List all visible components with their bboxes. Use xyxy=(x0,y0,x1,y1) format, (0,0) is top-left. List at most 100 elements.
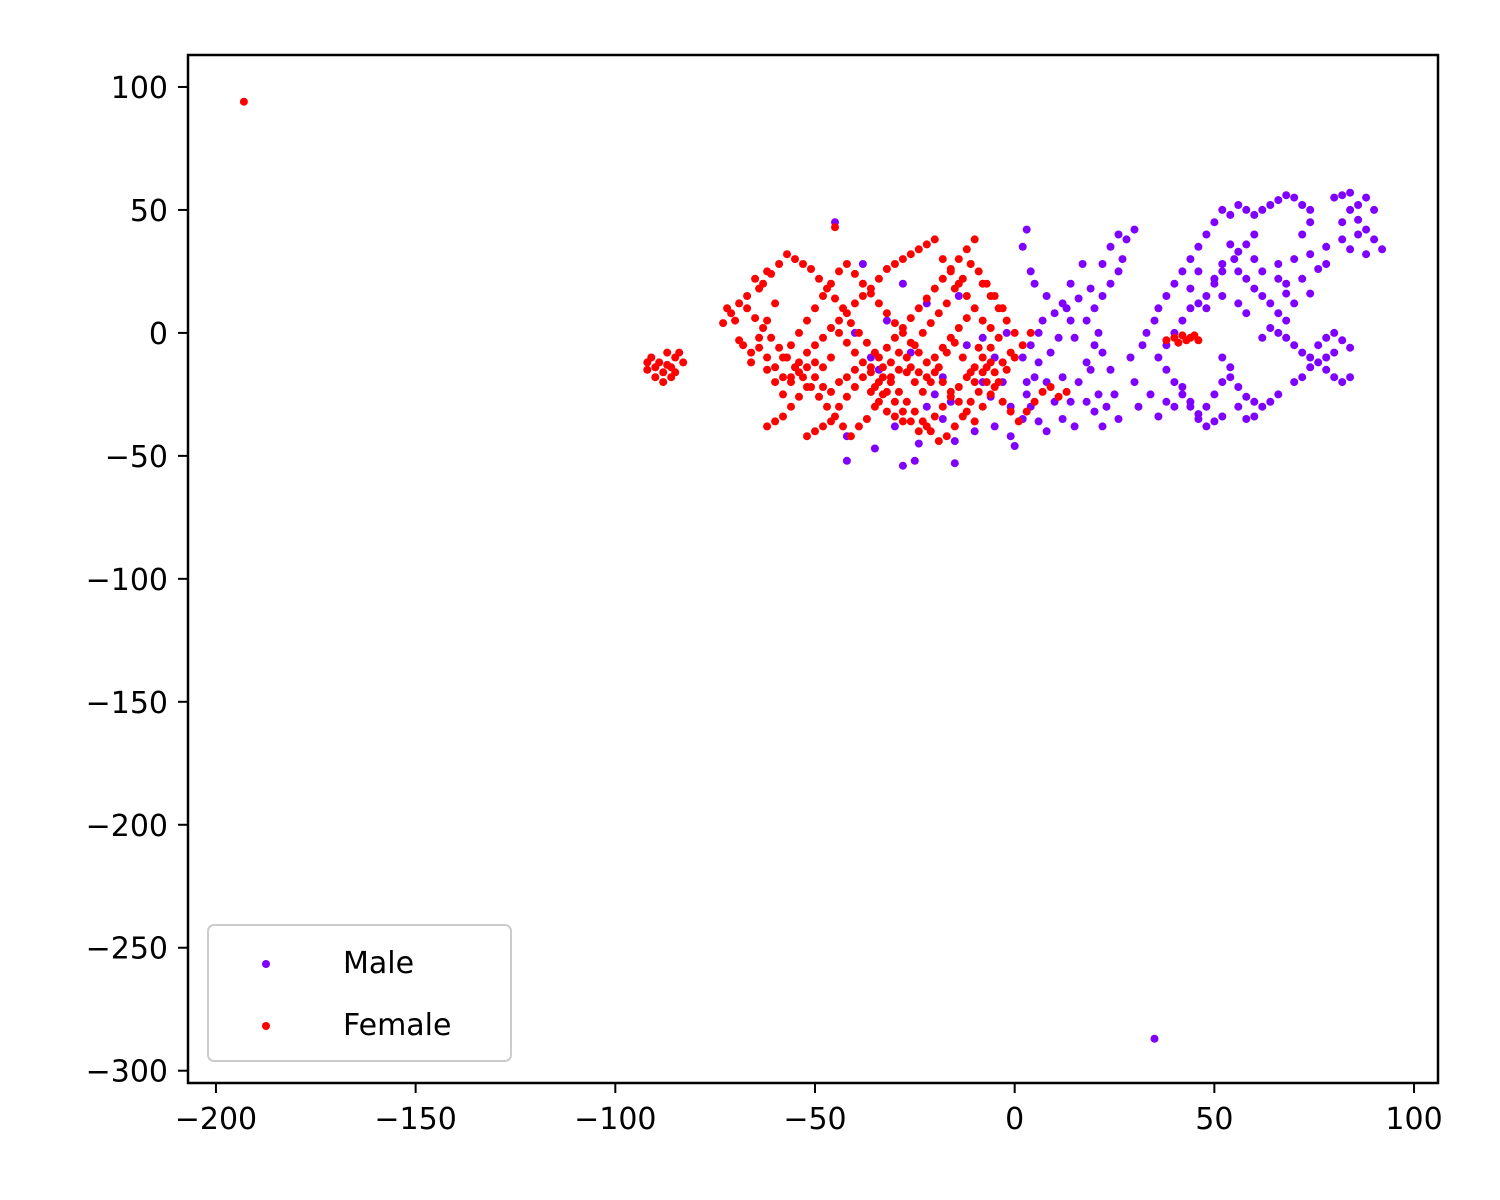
point-female xyxy=(878,373,887,382)
point-male xyxy=(1202,230,1211,239)
point-female xyxy=(791,255,799,264)
point-female xyxy=(858,279,867,288)
point-male xyxy=(1202,422,1211,431)
point-female xyxy=(878,390,887,399)
point-female xyxy=(850,365,859,374)
point-female xyxy=(978,368,987,377)
point-male xyxy=(1306,289,1315,298)
point-male xyxy=(1234,267,1243,276)
point-male xyxy=(1086,284,1095,293)
point-female xyxy=(954,255,963,264)
point-female xyxy=(998,358,1007,367)
point-male xyxy=(1338,336,1347,345)
point-male xyxy=(1178,383,1187,391)
point-male xyxy=(910,456,919,465)
point-male xyxy=(1250,412,1259,421)
legend: Male Female xyxy=(207,924,512,1062)
point-female xyxy=(751,314,760,323)
point-male xyxy=(1150,316,1159,325)
point-male xyxy=(1170,279,1179,288)
point-female xyxy=(751,274,760,283)
point-female xyxy=(1002,365,1011,374)
point-male xyxy=(1194,242,1203,251)
point-male xyxy=(1250,397,1259,406)
point-female xyxy=(811,373,819,382)
x-tick-label: −50 xyxy=(783,1102,846,1137)
point-female xyxy=(922,240,931,249)
legend-box xyxy=(207,924,512,1062)
point-female xyxy=(727,309,736,318)
point-male xyxy=(1306,250,1315,259)
point-female xyxy=(966,368,975,377)
x-tick-label: 50 xyxy=(1195,1102,1233,1137)
point-female xyxy=(858,358,867,367)
point-male xyxy=(1130,225,1139,234)
point-male xyxy=(1298,230,1307,239)
point-male xyxy=(1070,422,1079,431)
point-male xyxy=(1154,353,1163,362)
point-male xyxy=(1330,328,1339,337)
point-female xyxy=(815,392,823,401)
point-female xyxy=(978,353,987,362)
point-female xyxy=(938,255,947,264)
point-male xyxy=(1226,210,1235,219)
point-male xyxy=(1022,390,1031,399)
point-male xyxy=(870,444,879,453)
point-female xyxy=(890,397,899,406)
point-male xyxy=(1106,242,1115,251)
point-male xyxy=(1110,390,1119,399)
point-male xyxy=(1322,333,1331,342)
point-male xyxy=(1226,240,1235,249)
point-female xyxy=(842,260,851,268)
point-male xyxy=(1338,378,1347,387)
point-male xyxy=(1242,309,1251,318)
point-male xyxy=(1266,324,1275,332)
point-female xyxy=(854,422,863,431)
point-male xyxy=(1150,1034,1159,1043)
y-tick-label: −200 xyxy=(86,809,168,844)
point-female xyxy=(974,343,983,352)
point-male xyxy=(914,439,923,448)
x-tick-label: −100 xyxy=(574,1102,656,1137)
point-female xyxy=(823,284,831,293)
point-female xyxy=(962,314,971,323)
point-male xyxy=(1250,210,1259,219)
point-female xyxy=(886,373,895,382)
point-male xyxy=(1282,289,1291,298)
point-female xyxy=(823,402,831,411)
point-female xyxy=(842,373,851,382)
point-female xyxy=(775,343,784,352)
point-male xyxy=(1102,402,1111,411)
point-female xyxy=(842,392,851,401)
point-female xyxy=(958,274,967,283)
point-male xyxy=(1090,304,1099,313)
point-male xyxy=(858,260,867,268)
point-male xyxy=(1094,328,1103,337)
point-female xyxy=(926,427,935,436)
point-female xyxy=(854,328,863,337)
point-female xyxy=(763,365,772,374)
x-tick-label: −200 xyxy=(175,1102,257,1137)
point-female xyxy=(239,97,248,106)
point-female xyxy=(819,363,827,372)
point-female xyxy=(930,353,939,362)
point-male xyxy=(1062,304,1071,313)
point-male xyxy=(1362,193,1371,202)
point-female xyxy=(787,378,795,387)
point-female xyxy=(1006,407,1015,416)
point-male xyxy=(1282,333,1291,342)
point-male xyxy=(1170,378,1179,387)
point-male xyxy=(1202,402,1211,411)
point-female xyxy=(1182,336,1191,345)
point-male xyxy=(1146,390,1155,399)
point-male xyxy=(1090,341,1099,350)
point-female xyxy=(787,402,795,411)
point-male xyxy=(1378,245,1387,254)
point-male xyxy=(1290,341,1299,350)
point-female xyxy=(918,417,927,426)
point-male xyxy=(1210,218,1219,227)
point-female xyxy=(803,316,811,325)
point-male xyxy=(1274,274,1283,283)
point-male xyxy=(1098,422,1107,431)
point-female xyxy=(819,292,827,300)
